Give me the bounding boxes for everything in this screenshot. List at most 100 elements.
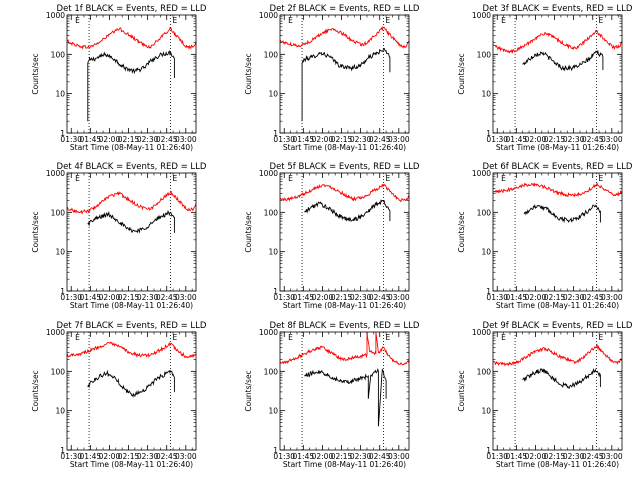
marker-label: E <box>599 16 604 25</box>
x-tick-label: 03:00 <box>601 293 623 302</box>
plot-frame <box>492 331 623 451</box>
x-axis-label: Start Time (08-May-11 01:26:40) <box>283 301 406 310</box>
x-axis-label: Start Time (08-May-11 01:26:40) <box>70 301 193 310</box>
x-tick-label: 01:45 <box>80 135 102 144</box>
x-tick-label: 01:30 <box>60 135 82 144</box>
x-tick-label: 02:30 <box>350 452 372 461</box>
plot-frame <box>279 14 410 134</box>
y-tick-label: 100 <box>264 367 279 376</box>
y-tick-label: 100 <box>477 50 492 59</box>
y-tick-label: 10 <box>481 407 491 416</box>
x-tick-label: 02:00 <box>99 293 121 302</box>
x-tick-label: 02:30 <box>350 293 372 302</box>
series-lld-line <box>492 29 623 54</box>
y-axis-label: Counts/sec <box>31 370 40 411</box>
x-tick-label: 02:00 <box>99 135 121 144</box>
x-tick-label: 02:30 <box>563 293 585 302</box>
x-axis-label: Start Time (08-May-11 01:26:40) <box>496 301 619 310</box>
x-tick-label: 01:45 <box>506 135 528 144</box>
y-tick-label: 10 <box>268 248 278 257</box>
marker-label: E <box>173 174 178 183</box>
x-tick-label: 03:00 <box>388 293 410 302</box>
panel-title: Det 8f BLACK = Events, RED = LLD <box>270 321 420 331</box>
plot-frame <box>66 14 197 134</box>
panel-det-9: Det 9f BLACK = Events, RED = LLD Counts/s… <box>457 321 633 469</box>
x-tick-label: 02:00 <box>525 452 547 461</box>
marker-label: E <box>173 333 178 342</box>
y-tick-label: 1000 <box>472 328 491 337</box>
series-lld-line <box>492 344 623 367</box>
series-events-line <box>304 367 387 427</box>
y-axis-label: Counts/sec <box>244 211 253 252</box>
marker-label: E <box>386 16 391 25</box>
x-tick-label: 02:15 <box>544 293 566 302</box>
x-axis-label: Start Time (08-May-11 01:26:40) <box>496 143 619 152</box>
y-tick-label: 100 <box>264 50 279 59</box>
panel-det-5: Det 5f BLACK = Events, RED = LLD Counts/s… <box>244 162 420 310</box>
y-tick-label: 100 <box>51 50 66 59</box>
x-tick-label: 02:15 <box>544 452 566 461</box>
y-tick-label: 100 <box>477 208 492 217</box>
series-lld-line <box>66 26 197 51</box>
plot-frame <box>279 331 410 451</box>
series-lld-line <box>279 331 410 366</box>
panel-det-7: Det 7f BLACK = Events, RED = LLD Counts/s… <box>31 321 207 469</box>
panel-det-6: Det 6f BLACK = Events, RED = LLD Counts/s… <box>457 162 633 310</box>
x-tick-label: 02:15 <box>331 135 353 144</box>
y-tick-label: 1 <box>486 446 491 455</box>
panels-grid: Det 1f BLACK = Events, RED = LLD Counts/s… <box>31 4 633 469</box>
y-tick-label: 1000 <box>46 328 65 337</box>
y-axis-label: Counts/sec <box>31 211 40 252</box>
panel-det-2: Det 2f BLACK = Events, RED = LLD Counts/s… <box>244 4 420 152</box>
x-tick-label: 02:00 <box>525 293 547 302</box>
series-events-line <box>522 50 604 72</box>
x-tick-label: 02:30 <box>350 135 372 144</box>
marker-label: E <box>288 16 293 25</box>
plot-frame <box>66 172 197 292</box>
y-tick-label: 1000 <box>46 11 65 20</box>
plot-frame <box>279 172 410 292</box>
x-tick-label: 02:00 <box>312 293 334 302</box>
y-tick-label: 10 <box>268 90 278 99</box>
panel-title: Det 4f BLACK = Events, RED = LLD <box>57 162 207 172</box>
series-lld-line <box>66 190 197 215</box>
y-tick-label: 1 <box>273 287 278 296</box>
x-tick-label: 01:30 <box>273 135 295 144</box>
x-tick-label: 02:45 <box>156 135 178 144</box>
x-axis-label: Start Time (08-May-11 01:26:40) <box>496 460 619 469</box>
y-tick-label: 1000 <box>259 169 278 178</box>
series-events-line <box>301 47 391 122</box>
y-axis-label: Counts/sec <box>244 53 253 94</box>
x-tick-label: 02:15 <box>118 135 140 144</box>
x-tick-label: 03:00 <box>175 135 197 144</box>
plot-frame <box>492 14 623 134</box>
x-tick-label: 02:45 <box>369 135 391 144</box>
panel-det-1: Det 1f BLACK = Events, RED = LLD Counts/s… <box>31 4 207 152</box>
y-tick-label: 10 <box>268 407 278 416</box>
x-tick-label: 03:00 <box>175 293 197 302</box>
x-tick-label: 01:30 <box>486 452 508 461</box>
y-axis-label: Counts/sec <box>457 370 466 411</box>
x-tick-label: 02:45 <box>156 293 178 302</box>
x-tick-label: 03:00 <box>601 135 623 144</box>
series-events-line <box>87 369 175 398</box>
x-axis-label: Start Time (08-May-11 01:26:40) <box>70 143 193 152</box>
x-tick-label: 02:15 <box>118 293 140 302</box>
y-tick-label: 1 <box>486 129 491 138</box>
marker-label: E <box>599 174 604 183</box>
series-lld-line <box>279 25 410 49</box>
x-axis-label: Start Time (08-May-11 01:26:40) <box>283 143 406 152</box>
y-tick-label: 100 <box>51 208 66 217</box>
panel-det-4: Det 4f BLACK = Events, RED = LLD Counts/s… <box>31 162 207 310</box>
y-tick-label: 10 <box>481 248 491 257</box>
x-tick-label: 01:45 <box>293 293 315 302</box>
x-tick-label: 02:30 <box>137 135 159 144</box>
plot-frame <box>492 172 623 292</box>
y-axis-label: Counts/sec <box>31 53 40 94</box>
marker-label: E <box>173 16 178 25</box>
y-tick-label: 10 <box>481 90 491 99</box>
x-tick-label: 01:45 <box>293 452 315 461</box>
x-tick-label: 02:45 <box>156 452 178 461</box>
y-tick-label: 1 <box>60 129 65 138</box>
